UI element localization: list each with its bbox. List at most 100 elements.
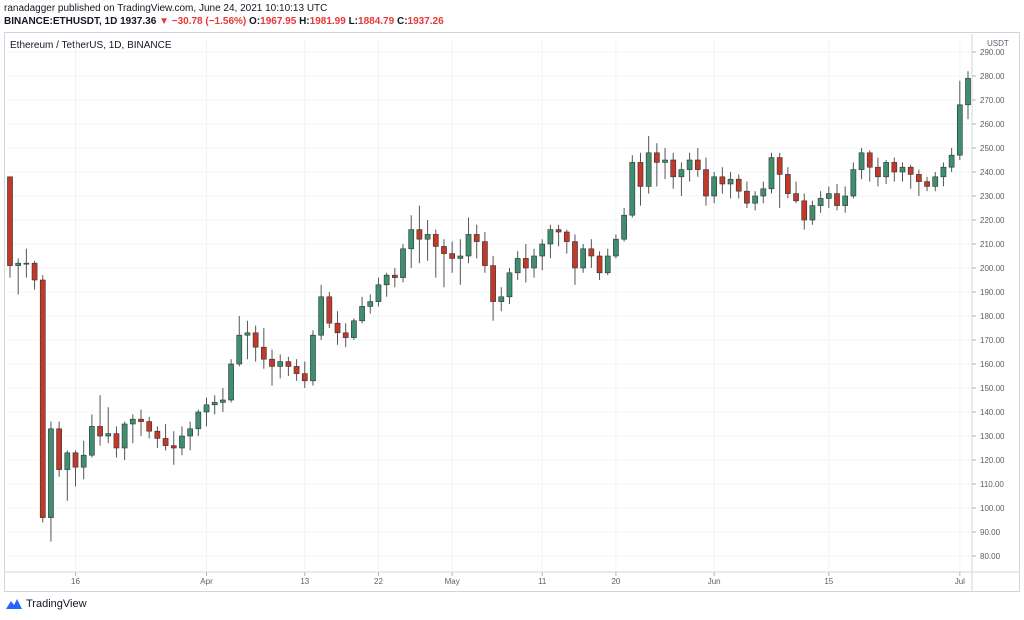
x-tick-label: Jun	[708, 577, 721, 586]
y-tick-label: 230.00	[980, 192, 1005, 201]
chart-title: Ethereum / TetherUS, 1D, BINANCE	[10, 40, 172, 51]
candle-down	[654, 152, 660, 163]
candle-up	[129, 418, 136, 425]
candle-up	[613, 238, 619, 257]
publisher-line: ranadagger published on TradingView.com,…	[4, 3, 328, 14]
x-tick-label: 15	[824, 577, 833, 586]
candle-down	[891, 162, 898, 173]
chart-frame[interactable]	[4, 32, 1020, 592]
y-tick-label: 160.00	[980, 360, 1005, 369]
candle-down	[907, 166, 914, 175]
candle-down	[744, 190, 750, 204]
candle-down	[432, 234, 439, 247]
y-tick-label: 260.00	[980, 120, 1005, 129]
candle-down	[490, 265, 496, 302]
candle-down	[72, 452, 79, 468]
candle-down	[138, 418, 144, 422]
candle-up	[383, 274, 390, 286]
candle-up	[211, 402, 218, 406]
y-tick-label: 170.00	[980, 336, 1005, 345]
y-tick-label: 110.00	[980, 480, 1004, 489]
y-tick-label: 290.00	[980, 48, 1005, 57]
candle-up	[825, 193, 832, 199]
candle-up	[727, 178, 734, 185]
y-tick-label: 80.00	[980, 552, 1001, 561]
candle-up	[539, 243, 546, 257]
candle-down	[252, 332, 259, 348]
candle-down	[154, 430, 161, 439]
y-tick-label: 240.00	[980, 168, 1005, 177]
candle-up	[768, 157, 775, 190]
candle-down	[588, 248, 595, 257]
candle-up	[752, 195, 758, 204]
candle-down	[834, 193, 840, 206]
candle-down	[866, 152, 873, 168]
high-label: H:	[299, 16, 310, 27]
x-tick-label: May	[445, 577, 460, 586]
candle-down	[523, 258, 529, 269]
candle-down	[776, 157, 783, 175]
x-tick-label: 20	[611, 577, 620, 586]
candle-up	[187, 428, 193, 437]
candle-down	[334, 322, 341, 334]
candle-up	[408, 229, 415, 250]
candle-down	[39, 279, 46, 518]
candle-up	[711, 176, 718, 197]
candle-up	[121, 423, 128, 449]
symbol-label: BINANCE:ETHUSDT, 1D	[4, 16, 118, 27]
candle-up	[621, 214, 627, 240]
candle-down	[875, 166, 881, 178]
candle-up	[23, 262, 30, 265]
candle-down	[7, 176, 13, 266]
y-tick-label: 280.00	[980, 72, 1005, 81]
candle-up	[318, 296, 324, 336]
candle-up	[64, 452, 71, 470]
candle-down	[56, 428, 62, 470]
candle-up	[228, 363, 234, 401]
candle-down	[285, 361, 292, 367]
candle-down	[703, 169, 709, 197]
x-tick-label: 13	[300, 577, 309, 586]
candle-up	[105, 433, 112, 437]
candle-down	[793, 193, 799, 202]
symbol-ohlc-line: BINANCE:ETHUSDT, 1D 1937.36 ▼ −30.78 (−1…	[4, 16, 444, 27]
candle-up	[506, 272, 513, 298]
candle-up	[89, 426, 95, 456]
candle-down	[449, 253, 455, 259]
candle-up	[531, 255, 537, 269]
candle-down	[326, 296, 333, 324]
candle-down	[260, 346, 267, 360]
candle-up	[662, 159, 668, 163]
candle-up	[195, 411, 202, 430]
candle-down	[342, 332, 349, 338]
tradingview-logo[interactable]: TradingView	[6, 598, 87, 610]
y-tick-label: 130.00	[980, 432, 1005, 441]
x-tick-label: 16	[71, 577, 80, 586]
low-label: L:	[348, 16, 359, 27]
y-tick-label: 150.00	[980, 384, 1005, 393]
candle-up	[15, 262, 22, 266]
candle-down	[416, 229, 423, 240]
candle-down	[441, 246, 447, 254]
candle-down	[916, 174, 922, 182]
candle-down	[162, 438, 169, 446]
y-tick-label: 200.00	[980, 264, 1005, 273]
candle-down	[735, 178, 742, 192]
high-value: 1981.99	[309, 16, 346, 27]
candle-down	[473, 234, 480, 242]
x-tick-label: 11	[538, 577, 547, 586]
candle-down	[391, 274, 398, 278]
candle-up	[203, 404, 210, 413]
candle-down	[801, 200, 808, 221]
candle-up	[629, 162, 636, 216]
candle-down	[694, 159, 701, 170]
candle-up	[244, 332, 251, 336]
candle-up	[359, 306, 365, 322]
candle-up	[850, 169, 857, 197]
y-tick-label: 270.00	[980, 96, 1005, 105]
candle-down	[31, 262, 38, 281]
candle-up	[310, 334, 316, 382]
candle-down	[596, 255, 603, 274]
candle-up	[277, 361, 284, 367]
